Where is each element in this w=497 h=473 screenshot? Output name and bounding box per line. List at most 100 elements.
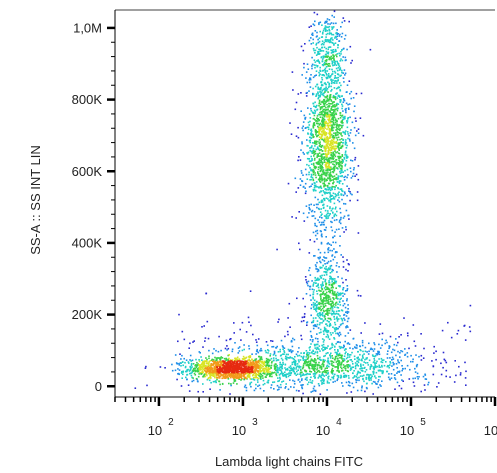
event-dot [332,64,334,67]
event-dot [340,193,342,195]
event-dot [246,363,248,365]
event-dot [244,370,246,373]
event-dot [318,179,321,181]
event-dot [453,381,456,383]
event-dot [339,207,341,210]
event-dot [180,358,182,360]
event-dot [199,371,201,374]
event-dot [326,286,329,289]
event-dot [333,16,335,18]
event-dot [332,278,334,281]
event-dot [335,120,338,122]
event-dot [313,385,316,388]
event-dot [219,361,221,364]
event-dot [337,187,340,190]
event-dot [316,115,319,117]
event-dot [282,363,284,365]
event-dot [344,59,347,62]
event-dot [319,328,322,331]
event-dot [307,284,309,287]
event-dot [324,20,327,23]
event-dot [326,128,328,130]
event-dot [355,120,357,122]
event-dot [334,355,337,358]
event-dot [321,372,324,375]
event-dot [326,56,329,59]
event-dot [257,385,259,387]
event-dot [204,364,207,367]
event-dot [327,309,329,312]
event-dot [395,363,398,365]
event-dot [322,309,325,312]
event-dot [325,257,328,259]
event-dot [356,372,359,375]
event-dot [309,120,311,123]
event-dot [334,147,336,150]
event-dot [326,96,329,98]
event-dot [322,207,325,209]
event-dot [353,370,355,372]
event-dot [327,48,329,51]
event-dot [311,351,313,353]
event-dot [324,102,326,104]
event-dot [300,320,303,323]
event-dot [323,294,326,296]
event-dot [328,83,330,86]
event-dot [334,373,336,376]
event-dot [304,43,306,45]
event-dot [316,346,318,349]
event-dot [337,63,340,66]
event-dot [370,376,373,379]
event-dot [381,361,384,364]
event-dot [200,366,202,369]
event-dot [310,307,312,310]
event-dot [308,186,311,188]
event-dot [348,20,350,23]
event-dot [386,341,388,344]
event-dot [198,368,201,371]
event-dot [226,377,228,379]
event-dot [293,358,296,361]
event-dot [190,362,193,365]
event-dot [327,314,329,316]
event-dot [251,361,253,364]
event-dot [323,271,325,273]
event-dot [227,354,229,357]
event-dot [338,35,341,37]
event-dot [271,375,273,378]
event-dot [312,373,315,375]
event-dot [334,294,336,296]
event-dot [328,280,330,282]
event-dot [330,312,332,315]
event-dot [346,126,349,129]
event-dot [327,124,330,127]
event-dot [314,119,316,121]
event-dot [320,148,322,151]
event-dot [332,160,335,163]
event-dot [318,364,321,367]
event-dot [340,362,343,365]
event-dot [338,181,341,183]
event-dot [341,189,343,192]
event-dot [314,131,317,133]
event-dot [317,219,319,221]
event-dot [359,353,361,356]
event-dot [334,366,336,368]
event-dot [318,323,321,326]
event-dot [323,191,325,193]
event-dot [312,102,315,105]
event-dot [236,373,239,376]
event-dot [302,357,304,360]
event-dot [275,357,277,360]
event-dot [342,116,344,118]
event-dot [290,367,292,369]
event-dot [314,172,316,174]
event-dot [352,168,355,171]
event-dot [331,49,333,52]
event-dot [255,369,258,372]
event-dot [326,262,328,265]
event-dot [269,373,272,375]
event-dot [321,163,324,165]
event-dot [338,142,341,145]
event-dot [327,153,330,155]
